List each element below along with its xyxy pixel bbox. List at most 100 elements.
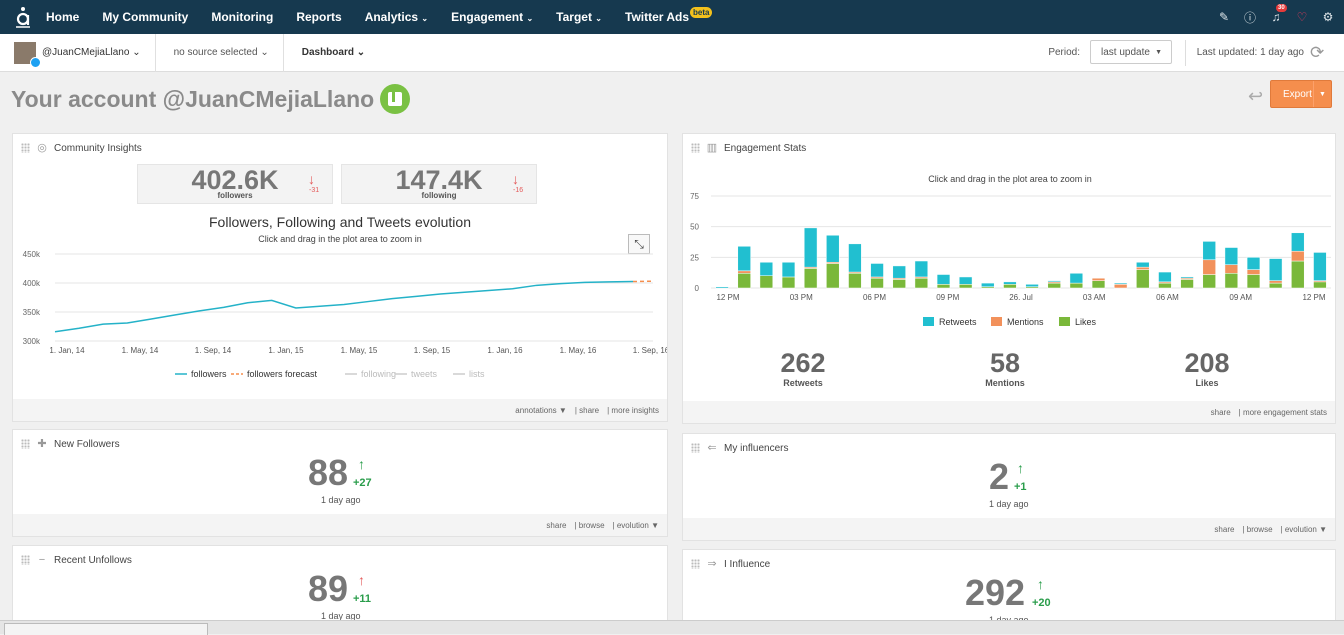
report-icon[interactable] (380, 84, 410, 114)
followers-delta: -31 (309, 187, 319, 194)
source-label: no source selected (174, 47, 258, 58)
new-followers-panel: ✚New Followers 88 ↑ +27 1 day ago share … (12, 429, 668, 537)
x-tick-label: 1. Jan, 14 (49, 346, 85, 355)
bar-segment (1314, 252, 1327, 280)
new-followers-count: 88 (308, 452, 348, 494)
bar-segment (1225, 248, 1238, 265)
i-influence-panel: ⇒I Influence 292 ↑ +20 1 day ago (682, 549, 1336, 625)
arrow-down-icon: ↓ (308, 171, 315, 187)
browse-link[interactable]: | browse (574, 521, 604, 530)
chart-subtitle: Click and drag in the plot area to zoom … (13, 234, 667, 244)
bar-segment (981, 283, 994, 287)
share-link[interactable]: share (546, 521, 566, 530)
nav-my-community[interactable]: My Community (102, 10, 188, 24)
bar-segment (1092, 281, 1105, 288)
influencers-icon: ⇐ (705, 442, 719, 454)
period-select[interactable]: last update▼ (1090, 40, 1172, 64)
nav-reports[interactable]: Reports (296, 10, 341, 24)
y-tick-label: 400k (23, 279, 41, 288)
chevron-down-icon: ⌄ (260, 47, 268, 58)
drag-handle-icon[interactable] (21, 143, 30, 153)
bar-segment (782, 262, 795, 277)
drag-handle-icon[interactable] (21, 555, 30, 565)
source-selector[interactable]: no source selected ⌄ (155, 34, 283, 72)
bar-segment (959, 277, 972, 284)
chevron-down-icon: ⌄ (526, 14, 533, 23)
bar-segment (1269, 259, 1282, 281)
gear-icon[interactable]: ⚙ (1320, 9, 1336, 25)
share-link[interactable]: share (1211, 408, 1231, 417)
nav-home[interactable]: Home (46, 10, 79, 24)
nav-engagement[interactable]: Engagement ⌄ (451, 10, 533, 24)
bar-segment (871, 278, 884, 288)
bar-segment (1004, 282, 1017, 284)
bar-segment (1291, 261, 1304, 288)
bar-segment (1203, 260, 1216, 275)
bar-segment (1269, 283, 1282, 288)
panel-footer: share | browse | evolution ▼ (13, 514, 667, 536)
panel-header: ⇐My influencers (691, 442, 788, 454)
share-link[interactable]: | share (575, 406, 599, 415)
app-logo[interactable] (0, 0, 46, 34)
evolution-link[interactable]: | evolution ▼ (1281, 525, 1327, 534)
twitter-bird-icon (30, 57, 41, 68)
drag-handle-icon[interactable] (691, 143, 700, 153)
x-tick-label: 09 PM (936, 293, 959, 302)
caret-down-icon[interactable]: ▼ (1313, 81, 1331, 107)
x-tick-label: 1. Sep, 14 (195, 346, 232, 355)
brush-icon[interactable]: ✎ (1216, 9, 1232, 25)
divider (1185, 40, 1186, 66)
panel-title: Community Insights (54, 143, 142, 154)
help-icon[interactable]: ⓘ (1242, 9, 1258, 25)
account-name: @JuanCMejiaLlano (42, 47, 129, 58)
export-button[interactable]: Export▼ (1270, 80, 1332, 108)
view-selector[interactable]: Dashboard ⌄ (283, 34, 379, 72)
arrow-up-icon: ↑ (1037, 576, 1044, 592)
x-tick-label: 12 PM (716, 293, 739, 302)
bar-segment (782, 277, 795, 288)
recent-unfollows-panel: −Recent Unfollows 89 ↑ +11 1 day ago (12, 545, 668, 625)
drag-handle-icon[interactable] (21, 439, 30, 449)
account-selector[interactable]: @JuanCMejiaLlano ⌄ (0, 34, 155, 72)
y-tick-label: 75 (690, 192, 699, 201)
more-insights-link[interactable]: | more insights (607, 406, 659, 415)
x-tick-label: 03 PM (790, 293, 813, 302)
arrow-up-icon: ↑ (358, 456, 365, 472)
x-tick-label: 1. May, 16 (560, 346, 597, 355)
bar-segment (1247, 257, 1260, 269)
more-engagement-stats-link[interactable]: | more engagement stats (1239, 408, 1327, 417)
bar-segment (1247, 270, 1260, 275)
drag-handle-icon[interactable] (691, 559, 700, 569)
nav-target[interactable]: Target ⌄ (556, 10, 602, 24)
chevron-down-icon: ⌄ (421, 14, 428, 23)
heart-icon[interactable]: ♡ (1294, 9, 1310, 25)
nav-monitoring[interactable]: Monitoring (211, 10, 273, 24)
x-tick-label: 1. Jan, 15 (268, 346, 304, 355)
annotations-link[interactable]: annotations ▼ (515, 406, 567, 415)
back-arrow-icon[interactable]: ↩ (1248, 86, 1263, 107)
panel-header: ▥Engagement Stats (691, 142, 806, 154)
refresh-icon[interactable]: ⟳ (1310, 43, 1330, 63)
engagement-stats-panel: ▥Engagement Stats Click and drag in the … (682, 133, 1336, 424)
following-stat: 147.4K following ↓ -16 (341, 164, 537, 204)
drag-handle-icon[interactable] (691, 443, 700, 453)
legend-label: lists (469, 369, 485, 379)
browse-link[interactable]: | browse (1242, 525, 1272, 534)
bar-segment (1291, 233, 1304, 251)
influence-icon: ⇒ (705, 558, 719, 570)
nav-analytics[interactable]: Analytics ⌄ (365, 10, 428, 24)
person-plus-icon: ✚ (35, 438, 49, 450)
x-tick-label: 1. Jan, 16 (487, 346, 523, 355)
bell-icon[interactable]: ♫30 (1268, 9, 1284, 25)
share-link[interactable]: share (1214, 525, 1234, 534)
bar-segment (959, 284, 972, 288)
avatar (14, 42, 36, 64)
panel-title: Engagement Stats (724, 143, 806, 154)
bar-segment (1181, 277, 1194, 278)
evolution-link[interactable]: | evolution ▼ (613, 521, 659, 530)
panel-title: New Followers (54, 439, 120, 450)
